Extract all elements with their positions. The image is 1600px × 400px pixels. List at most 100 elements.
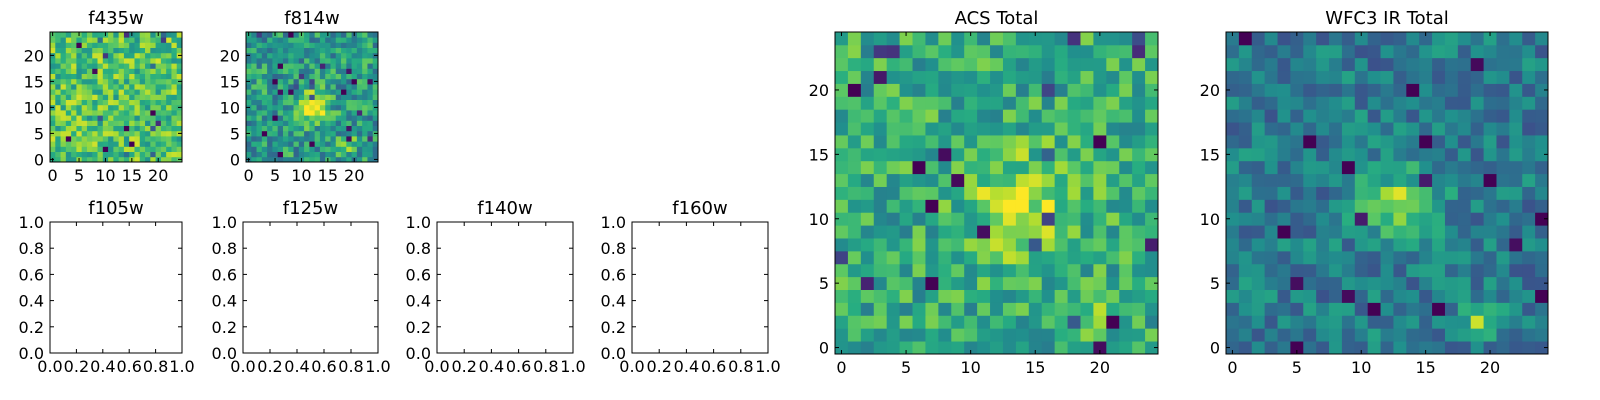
f435w-cell bbox=[176, 32, 183, 38]
f435w-cell bbox=[71, 84, 77, 90]
f435w-cell bbox=[150, 125, 156, 132]
f435w-cell bbox=[86, 89, 93, 95]
f814w-cell bbox=[246, 63, 252, 69]
f435w-cell bbox=[76, 84, 83, 90]
f435w-cell bbox=[171, 37, 178, 43]
f160w-xtick-label: 0.6 bbox=[701, 357, 726, 376]
wfc3-ir-total-cell bbox=[1277, 238, 1291, 252]
acs-total-cell bbox=[873, 32, 888, 46]
f814w-cell bbox=[362, 136, 368, 142]
acs-total-cell bbox=[912, 250, 926, 265]
wfc3-ir-total-cell bbox=[1419, 147, 1433, 162]
wfc3-ir-total-cell bbox=[1238, 225, 1253, 239]
f814w-cell bbox=[298, 104, 305, 111]
f125w-ytick-label: 0.6 bbox=[212, 265, 237, 284]
wfc3-ir-total-cell bbox=[1509, 135, 1523, 149]
f814w-cell bbox=[346, 89, 352, 95]
f435w-cell bbox=[113, 78, 120, 85]
acs-total-cell bbox=[1041, 263, 1056, 278]
f435w-cell bbox=[97, 156, 104, 163]
wfc3-ir-total-cell bbox=[1329, 57, 1343, 72]
f435w-cell bbox=[129, 78, 135, 85]
wfc3-ir-total-cell bbox=[1432, 122, 1446, 136]
acs-total-cell bbox=[847, 83, 862, 97]
f814w-cell bbox=[246, 94, 252, 100]
f435w-cell bbox=[123, 125, 130, 132]
wfc3-ir-total-cell bbox=[1380, 186, 1394, 200]
f814w-cell bbox=[335, 99, 342, 106]
wfc3-ir-total-cell bbox=[1226, 263, 1240, 278]
f435w-cell bbox=[150, 89, 156, 95]
wfc3-ir-total-cell bbox=[1470, 160, 1484, 175]
acs-total-cell bbox=[1093, 57, 1107, 72]
wfc3-ir-total-cell bbox=[1432, 315, 1446, 329]
wfc3-ir-total-cell bbox=[1341, 289, 1356, 303]
f814w-cell bbox=[351, 125, 358, 132]
f814w-cell bbox=[362, 32, 368, 38]
acs-total-cell bbox=[886, 199, 900, 213]
wfc3-ir-total-cell bbox=[1457, 96, 1472, 110]
wfc3-ir-total-cell bbox=[1290, 225, 1304, 239]
f125w-ytick-label: 0.2 bbox=[212, 318, 237, 337]
acs-total-cell bbox=[1041, 289, 1056, 303]
f435w-cell bbox=[86, 68, 93, 74]
f105w-title: f105w bbox=[88, 198, 143, 219]
acs-total-cell bbox=[964, 83, 978, 97]
f814w-cell bbox=[372, 63, 379, 69]
f435w-cell bbox=[60, 68, 67, 74]
wfc3-ir-total-cell bbox=[1483, 70, 1497, 84]
f435w-cell bbox=[71, 94, 77, 100]
f435w-cell bbox=[60, 47, 67, 54]
f814w-cell bbox=[246, 115, 252, 121]
acs-total-cell bbox=[925, 199, 939, 213]
wfc3-ir-total-cell bbox=[1496, 199, 1510, 213]
f814w-cell bbox=[246, 73, 252, 80]
f435w-cell bbox=[155, 73, 162, 80]
f814w-cell bbox=[282, 110, 289, 116]
acs-total-cell bbox=[938, 341, 952, 355]
acs-total-cell bbox=[1145, 238, 1159, 252]
f814w-cell bbox=[256, 146, 263, 152]
f435w-cell bbox=[102, 125, 109, 132]
f814w-cell bbox=[367, 78, 374, 85]
f435w-cell bbox=[123, 110, 130, 116]
acs-total-cell bbox=[925, 135, 939, 149]
acs-total-cell bbox=[847, 70, 862, 84]
acs-total-cell bbox=[873, 186, 888, 200]
acs-total-cell bbox=[1132, 315, 1146, 329]
acs-total-cell bbox=[1067, 57, 1081, 72]
f814w-cell bbox=[372, 125, 379, 132]
wfc3-ir-total-cell bbox=[1444, 289, 1459, 303]
acs-total-cell bbox=[1041, 250, 1056, 265]
f814w-cell bbox=[277, 58, 284, 64]
f435w-cell bbox=[123, 115, 130, 121]
f435w-cell bbox=[123, 104, 130, 111]
f814w-cell bbox=[267, 84, 273, 90]
f814w-cell bbox=[335, 58, 342, 64]
f160w-xtick-label: 0.8 bbox=[728, 357, 753, 376]
wfc3-ir-total-cell bbox=[1238, 250, 1253, 265]
acs-total-cell bbox=[1132, 70, 1146, 84]
wfc3-ir-total-cell bbox=[1419, 289, 1433, 303]
acs-total-cell bbox=[1106, 263, 1120, 278]
f435w-cell bbox=[92, 73, 98, 80]
f814w-cell bbox=[282, 52, 289, 59]
wfc3-ir-total-cell bbox=[1251, 122, 1266, 136]
wfc3-ir-total-cell bbox=[1380, 44, 1394, 59]
f435w-cell bbox=[118, 37, 125, 43]
f814w-cell bbox=[309, 32, 316, 38]
f435w-cell bbox=[65, 68, 72, 74]
f435w-cell bbox=[134, 151, 141, 158]
f814w-cell bbox=[267, 146, 273, 152]
acs-total-cell bbox=[1093, 250, 1107, 265]
wfc3-ir-total-cell bbox=[1238, 173, 1253, 187]
wfc3-ir-total-cell bbox=[1393, 83, 1407, 97]
f435w-cell bbox=[150, 115, 156, 121]
f435w-cell bbox=[108, 151, 114, 158]
f814w-cell bbox=[293, 115, 300, 121]
f814w-cell bbox=[267, 52, 273, 59]
f435w-cell bbox=[102, 141, 109, 147]
f435w-cell bbox=[50, 89, 56, 95]
f435w-cell bbox=[55, 63, 61, 69]
acs-total-cell bbox=[1080, 147, 1094, 162]
